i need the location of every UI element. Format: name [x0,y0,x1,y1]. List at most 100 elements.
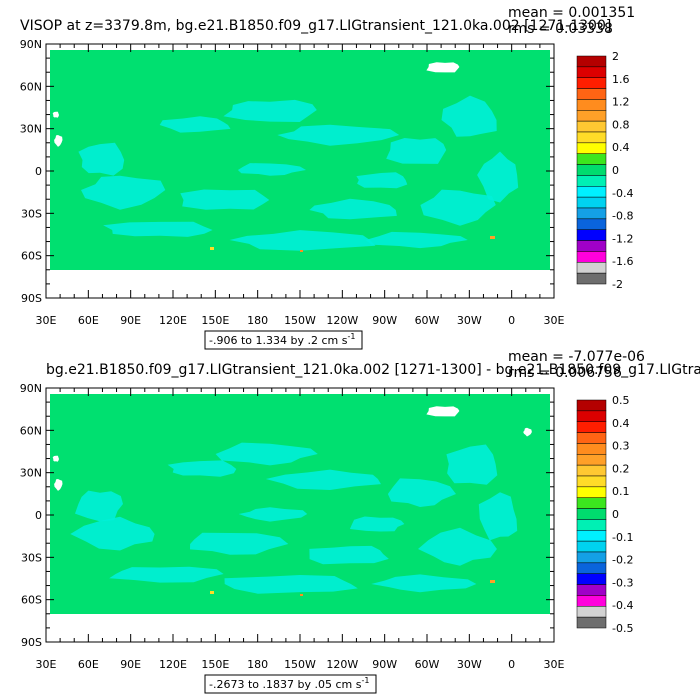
chart-top-svg: mean = 0.001351 rms = 0.03338 VISOP at z… [20,5,635,350]
colorbar-cell [576,77,607,89]
colorbar-cell [576,562,607,574]
colorbar-cell [576,110,607,122]
colorbar-cell [576,55,607,68]
missing-data-mask [523,427,532,437]
contour-info-label: -.906 to 1.334 by .2 cm s-1 [209,332,355,347]
colorbar-cell [576,606,607,618]
anomaly-patch [478,492,518,541]
anomaly-patch [446,444,498,485]
x-tick-label: 150E [201,658,229,671]
colorbar-cell [576,464,607,477]
colorbar-cell [576,443,607,455]
colorbar-label: -2 [612,278,623,291]
field-texture [70,442,518,594]
y-tick-label: 0 [35,509,42,522]
x-tick-label: 30E [36,314,57,327]
missing-data-mask [54,479,63,491]
colorbar-cell [576,573,607,585]
y-tick-label: 60S [21,594,42,607]
anomaly-patch [387,478,456,507]
mean-label: mean = 0.001351 [508,5,635,21]
x-tick-label: 120W [326,314,358,327]
colorbar-cell [576,454,607,466]
colorbar-label: -0.3 [612,576,633,589]
colorbar-cell [576,142,607,154]
anomaly-patch [349,516,405,532]
contour-info-label: -.2673 to .1837 by .05 cm s-1 [209,676,369,691]
anomaly-patch [365,231,468,249]
colorbar-label: -0.2 [612,554,633,567]
colorbar-label: 0.2 [612,462,630,475]
colorbar-cell [576,508,607,520]
anomaly-patch [477,151,519,203]
anomaly-patch [229,230,376,251]
anomaly-patch [418,527,497,566]
y-tick-label: 90N [20,38,42,51]
colorbar-label: -0.1 [612,531,633,544]
anomaly-patch [237,163,306,176]
y-tick-label: 90S [21,292,42,305]
missing-data-mask [426,406,460,417]
anomaly-patch [78,142,125,176]
x-tick-label: 0 [508,314,515,327]
colorbar-cell [576,99,607,111]
x-tick-label: 30E [544,658,565,671]
x-tick-label: 150W [284,658,316,671]
colorbar-label: -1.2 [612,232,633,245]
mean-label: mean = -7.077e-06 [508,349,645,365]
contour-info: -.2673 to .1837 by .05 cm s-1 [204,674,377,694]
colorbar-cell [576,432,607,444]
colorbar-cell [576,131,607,144]
anomaly-patch [81,175,166,210]
x-tick-label: 90W [372,314,397,327]
anomaly-patch [420,189,496,226]
colorbar-cell [576,251,607,263]
colorbar-cell [576,272,607,285]
x-tick-label: 120W [326,658,358,671]
rms-label: rms = 0.006756 [508,365,622,381]
colorbar-cell [576,207,607,220]
x-tick-label: 180 [247,658,268,671]
chart-panel-top: mean = 0.001351 rms = 0.03338 VISOP at z… [20,5,635,350]
x-tick-label: 150E [201,314,229,327]
chart-title: bg.e21.B1850.f09_g17.LIGtransient_121.0k… [46,362,700,378]
missing-data-mask [52,111,59,118]
x-tick-label: 30E [36,658,57,671]
y-tick-label: 60N [20,80,42,93]
anomaly-patch [180,189,270,210]
colorbar-cell [576,262,607,274]
anomaly-patch [103,221,213,237]
anomaly-speck [300,250,303,252]
anomaly-patch [215,442,318,466]
colorbar-label: 1.6 [612,73,630,86]
colorbar-cell [576,595,607,607]
anomaly-patch [356,172,408,189]
y-tick-label: 60S [21,250,42,263]
chart-bottom-svg: mean = -7.077e-06 rms = 0.006756 bg.e21.… [20,349,700,694]
colorbar-cell [576,120,607,133]
x-tick-label: 150W [284,314,316,327]
colorbar-cell [576,164,607,176]
colorbar-label: 0.1 [612,485,630,498]
anomaly-patch [277,124,400,146]
contour-info-sup: -1 [347,332,355,341]
colorbar-cell [576,616,607,629]
colorbar-cell [576,153,607,165]
colorbar-label: 1.2 [612,96,630,109]
y-tick-label: 0 [35,165,42,178]
contour-info-sup: -1 [361,676,369,685]
colorbar: 0.5 0.4 0.3 0.2 0.1 0 -0.1 -0.2 -0.3 -0.4 -0.5 [576,394,633,635]
colorbar-label: 0.5 [612,394,630,407]
y-tick-label: 90S [21,636,42,649]
x-tick-label: 90E [120,314,141,327]
y-tick-label: 90N [20,382,42,395]
colorbar-cell [576,186,607,198]
missing-data-mask [54,135,63,147]
anomaly-speck [210,591,214,594]
anomaly-patch [70,516,155,551]
x-tick-label: 180 [247,314,268,327]
anomaly-patch [167,460,237,477]
contour-info-box [204,674,377,694]
colorbar-label: -0.4 [612,187,633,200]
anomaly-patch [109,566,224,583]
